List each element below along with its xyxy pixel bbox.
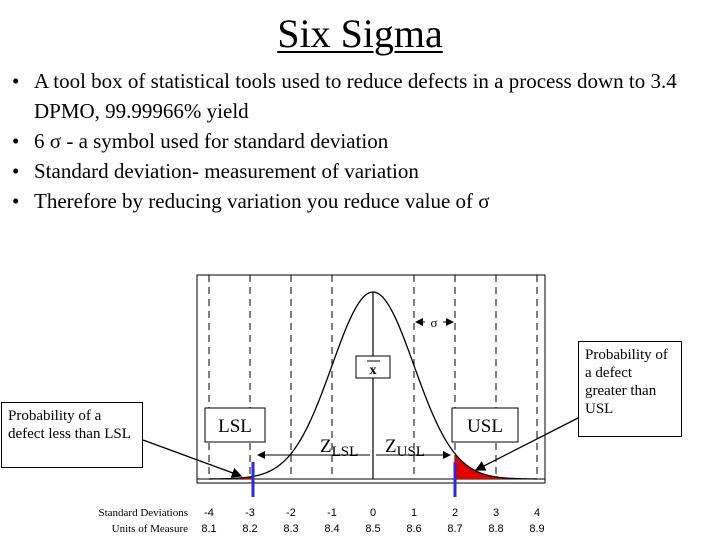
bullet-marker: • [12,189,20,213]
bullet-item: • A tool box of statistical tools used to… [0,66,720,126]
unit-tick-label: 8.5 [365,523,380,535]
bullet-text: A tool box of statistical tools used to … [34,69,677,123]
sd-tick-label: 0 [370,507,376,519]
unit-tick-label: 8.6 [406,523,421,535]
upper-defect-callout: Probability of a defect greater than USL [578,341,682,437]
units-row-label: Units of Measure [112,523,188,535]
bullet-list: • A tool box of statistical tools used to… [0,66,720,216]
lsl-label: LSL [218,416,252,437]
sd-tick-label: -3 [245,507,255,519]
z-lsl-label: ZLSL [320,436,358,460]
bullet-text: Therefore by reducing variation you redu… [34,189,490,213]
z-usl-label: ZUSL [385,436,425,460]
plot-frame [196,274,546,484]
lsl-label-box [204,407,266,443]
sd-tick-label: 1 [411,507,417,519]
sd-tick-label: -4 [204,507,214,519]
bullet-marker: • [12,69,20,93]
sd-row-label: Standard Deviations [98,507,188,519]
mean-label: x [370,363,377,378]
sigma-dashed-lines [208,275,538,479]
sd-tick-label: 3 [493,507,499,519]
bullet-item: • Standard deviation- measurement of vari… [0,156,720,186]
usl-label-box [451,407,519,443]
bullet-marker: • [12,159,20,183]
bullet-marker: • [12,129,20,153]
slide-title: Six Sigma [277,11,443,56]
mean-label-box [355,355,391,379]
unit-tick-label: 8.1 [201,523,216,535]
bullet-item: • Therefore by reducing variation you red… [0,186,720,216]
tick-label-rows: -4 -3 -2 -1 0 1 2 3 4 8.1 8.2 8.3 8.4 8.5 8.6 8.7 8.8 8.9 [201,507,544,535]
usl-label: USL [467,416,503,437]
lower-defect-callout: Probability of a defect less than LSL [1,402,143,468]
unit-tick-label: 8.3 [283,523,298,535]
bullet-text: 6 σ - a symbol used for standard deviati… [34,129,389,153]
bullet-item: • 6 σ - a symbol used for standard deviat… [0,126,720,156]
sd-tick-label: -2 [286,507,296,519]
unit-tick-label: 8.9 [529,523,544,535]
unit-tick-label: 8.7 [447,523,462,535]
sigma-label: σ [430,315,437,330]
unit-tick-label: 8.2 [242,523,257,535]
upper-tail-area [455,453,537,479]
bullet-text: Standard deviation- measurement of varia… [34,159,419,183]
unit-tick-label: 8.4 [324,523,339,535]
unit-tick-label: 8.8 [488,523,503,535]
sd-tick-label: 4 [534,507,540,519]
left-callout-pointer [142,439,243,478]
normal-curve [208,291,538,480]
sd-tick-label: 2 [452,507,458,519]
sd-tick-label: -1 [327,507,337,519]
right-callout-pointer [474,417,579,471]
